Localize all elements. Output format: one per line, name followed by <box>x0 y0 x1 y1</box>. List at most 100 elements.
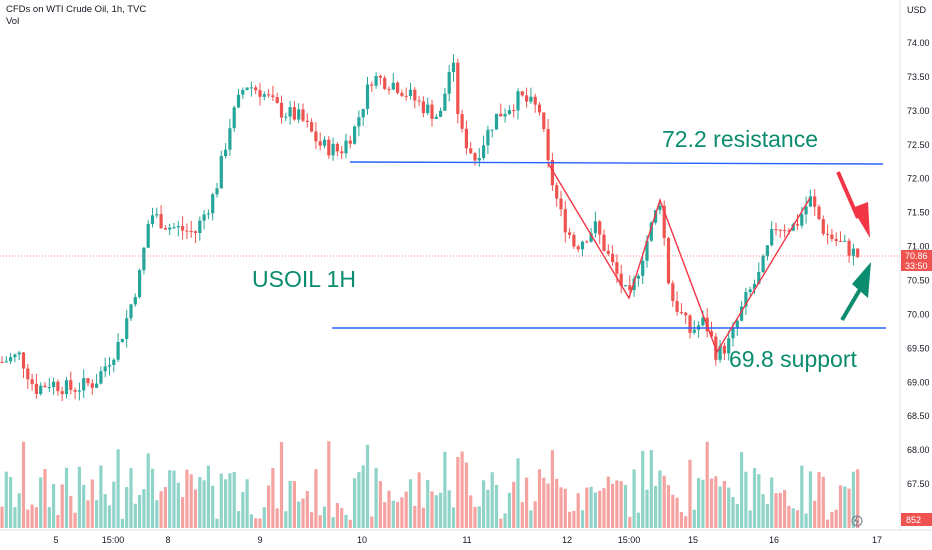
chart-title: CFDs on WTI Crude Oil, 1h, TVC <box>6 4 147 15</box>
candle <box>305 113 309 128</box>
volume-bar <box>142 489 146 528</box>
time-tick: 15 <box>688 535 698 545</box>
candle <box>211 192 215 221</box>
volume-bar <box>434 495 438 528</box>
volume-bar <box>451 507 456 528</box>
volume-bar <box>856 469 860 528</box>
replay-icon[interactable] <box>851 515 863 527</box>
candle <box>813 189 817 216</box>
volume-bar <box>357 471 361 528</box>
candle <box>417 96 421 107</box>
candle <box>856 248 860 259</box>
volume-bar <box>322 506 327 528</box>
candle <box>129 303 133 322</box>
arrow-up-icon[interactable] <box>840 262 871 322</box>
volume-bar <box>198 476 202 528</box>
candle <box>357 110 361 137</box>
candle <box>761 254 765 274</box>
candle <box>413 87 417 109</box>
candle <box>400 89 404 97</box>
volume-bar <box>529 510 533 528</box>
volume-bar <box>340 508 344 528</box>
time-tick: 15:00 <box>102 535 125 545</box>
currency-label: USD <box>907 5 927 15</box>
volume-bar <box>439 492 443 528</box>
price-tick: 69.00 <box>907 377 930 387</box>
volume-bar <box>512 481 516 528</box>
candle <box>69 371 73 395</box>
price-axis[interactable]: 74.00 73.50 73.00 72.50 72.00 71.50 71.00 70.50… <box>907 38 930 523</box>
volume-bar <box>245 479 249 528</box>
volume-bar <box>688 459 692 528</box>
volume-bar <box>443 451 447 528</box>
volume-bar <box>396 501 400 528</box>
volume-bar <box>107 505 112 528</box>
candle <box>765 245 769 261</box>
price-tick: 67.50 <box>907 479 930 489</box>
volume-bar <box>520 502 524 528</box>
volume-bar <box>413 505 417 528</box>
volume-bar <box>331 517 335 528</box>
volume-bar <box>4 471 8 528</box>
volume-bar <box>353 478 357 528</box>
volume-bar <box>516 458 520 528</box>
volume-bar <box>39 477 43 528</box>
candle <box>198 216 202 241</box>
volume-bar <box>598 490 602 528</box>
volume-bar <box>503 513 507 528</box>
volume-bar <box>830 511 834 528</box>
volume-bar <box>168 470 172 528</box>
volume-bar <box>563 488 567 528</box>
candle <box>112 358 116 373</box>
volume-bar <box>641 450 645 528</box>
candle <box>542 112 546 133</box>
candle <box>125 309 129 348</box>
volume-bar <box>826 519 830 528</box>
volume-bar <box>550 450 554 528</box>
candle <box>550 152 554 191</box>
resistance-line[interactable] <box>349 161 884 165</box>
volume-bar <box>473 506 477 528</box>
volume-bar <box>288 481 292 528</box>
time-axis[interactable]: 5 15:00 8 9 10 11 12 15:00 15 16 17 <box>53 535 882 545</box>
candle <box>662 200 666 246</box>
time-tick: 11 <box>462 535 471 545</box>
candle <box>632 275 636 297</box>
volume-bar <box>228 473 232 528</box>
volume-bar <box>232 472 236 528</box>
candle <box>628 275 632 293</box>
volume-bar <box>254 518 258 528</box>
candle <box>671 280 675 308</box>
candle <box>821 215 825 236</box>
volume-bar <box>133 503 137 528</box>
volume-bar <box>387 490 391 528</box>
volume-bar <box>430 491 434 528</box>
candles <box>0 54 860 402</box>
volume-bar <box>808 471 812 528</box>
volume-value: 852 <box>906 515 921 525</box>
candle <box>224 143 228 159</box>
volume-bar <box>112 481 116 528</box>
volume-bar <box>464 462 468 528</box>
volume-bar <box>477 506 481 528</box>
volume-bar <box>701 479 705 528</box>
volume-bar <box>262 507 266 528</box>
candle <box>658 202 662 215</box>
volume-bar <box>456 457 460 528</box>
volume-bar <box>494 484 499 528</box>
volume-bar <box>99 465 103 528</box>
volume-bar <box>843 486 847 528</box>
candle <box>86 377 90 387</box>
candle <box>258 82 262 106</box>
candle <box>34 373 38 399</box>
volume-bar <box>172 470 176 528</box>
volume-bar <box>60 484 64 528</box>
zigzag-pattern[interactable] <box>547 162 811 354</box>
arrow-down-icon[interactable] <box>836 171 870 238</box>
volume-bar <box>555 478 559 528</box>
volume-bar <box>95 500 99 528</box>
candle <box>116 333 120 363</box>
volume-bar <box>378 481 382 528</box>
candle <box>486 125 490 154</box>
